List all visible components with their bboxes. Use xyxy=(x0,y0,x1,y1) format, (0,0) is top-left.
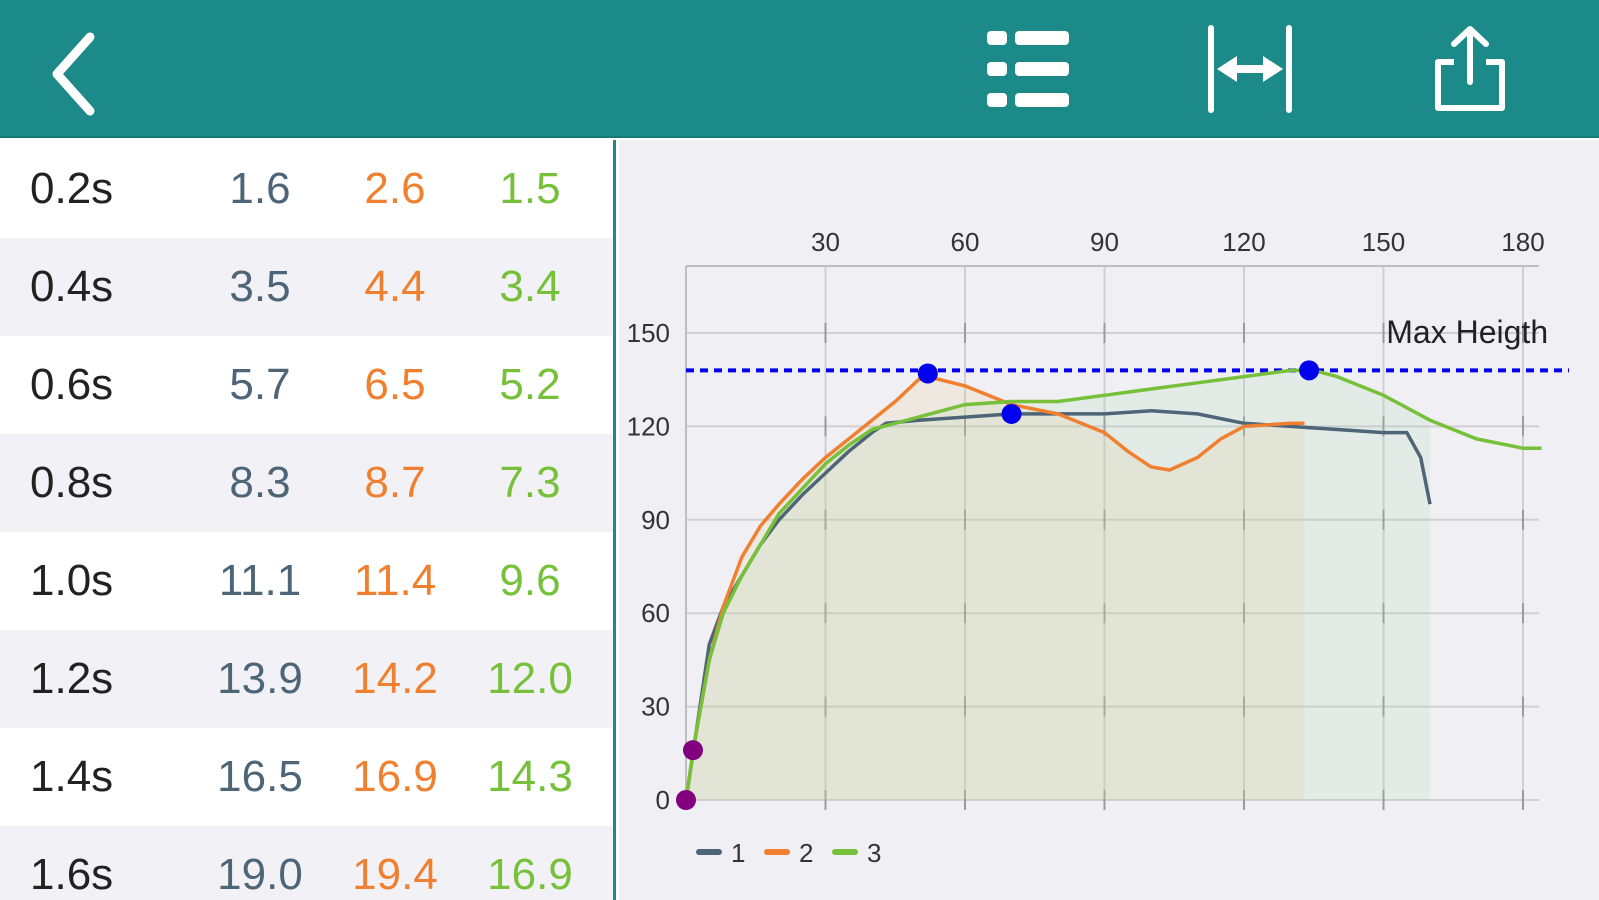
series-2-value: 6.5 xyxy=(364,360,426,409)
series-3-area xyxy=(686,370,1430,800)
x-tick-label: 180 xyxy=(1501,227,1544,257)
data-marker xyxy=(682,740,703,761)
y-tick-label: 90 xyxy=(641,505,670,535)
series-2-value: 2.6 xyxy=(364,164,426,213)
share-icon xyxy=(1435,26,1505,111)
series-2-value: 16.9 xyxy=(352,752,438,801)
series-3-value: 12.0 xyxy=(487,654,573,703)
series-2-value: 11.4 xyxy=(353,556,437,605)
time-cell: 0.8s xyxy=(30,458,114,507)
series-line-3 xyxy=(684,368,1542,801)
series-3-value: 9.6 xyxy=(499,556,561,605)
series-3-value: 16.9 xyxy=(487,850,573,899)
time-cell: 1.6s xyxy=(30,850,114,899)
table-row: 0.8s 8.3 8.7 7.3 xyxy=(0,434,613,532)
data-marker xyxy=(676,790,696,810)
legend-label: 3 xyxy=(867,838,881,868)
table-row: 0.2s 1.6 2.6 1.5 xyxy=(0,140,613,238)
x-tick-label: 60 xyxy=(951,227,980,257)
height-chart[interactable]: 30 60 90 120 150 180 0 30 60 90 120 150 Max Heigth 1 2… xyxy=(619,140,1599,900)
time-cell: 1.0s xyxy=(30,556,114,605)
series-1-value: 5.7 xyxy=(229,360,291,409)
series-1-value: 19.0 xyxy=(217,850,303,899)
fit-width-button[interactable] xyxy=(1200,0,1300,138)
series-3-value: 14.3 xyxy=(487,752,573,801)
series-2-value: 4.4 xyxy=(364,262,426,311)
data-marker xyxy=(1001,403,1022,424)
list-icon xyxy=(987,31,1069,107)
fit-width-icon xyxy=(1208,25,1292,113)
x-tick-label: 30 xyxy=(811,227,840,257)
y-tick-label: 150 xyxy=(627,318,670,348)
y-tick-label: 0 xyxy=(656,785,670,815)
chart-canvas: 30 60 90 120 150 180 0 30 60 90 120 150 Max Heigth 1 2… xyxy=(627,227,1569,868)
series-1-value: 13.9 xyxy=(217,654,303,703)
series-2-value: 19.4 xyxy=(352,850,438,899)
share-button[interactable] xyxy=(1420,0,1520,138)
table-row: 0.4s 3.5 4.4 3.4 xyxy=(0,238,613,336)
time-cell: 0.2s xyxy=(30,164,114,213)
time-cell: 0.6s xyxy=(30,360,114,409)
series-1-value: 8.3 xyxy=(229,458,291,507)
table-row: 1.0s 11.1 11.4 9.6 xyxy=(0,532,613,630)
series-3-value: 1.5 xyxy=(499,164,561,213)
series-2-value: 14.2 xyxy=(352,654,438,703)
top-toolbar xyxy=(0,0,1599,138)
table-row: 0.6s 5.7 6.5 5.2 xyxy=(0,336,613,434)
y-tick-label: 60 xyxy=(641,598,670,628)
chevron-left-icon xyxy=(52,32,95,116)
series-3-value: 3.4 xyxy=(499,262,561,311)
table-row: 1.6s 19.0 19.4 16.9 xyxy=(0,826,613,900)
legend-label: 2 xyxy=(799,838,813,868)
series-2-value: 8.7 xyxy=(364,458,426,507)
y-tick-label: 30 xyxy=(641,692,670,722)
time-cell: 1.4s xyxy=(30,752,114,801)
list-button[interactable] xyxy=(980,0,1080,138)
time-cell: 0.4s xyxy=(30,262,114,311)
series-3-value: 5.2 xyxy=(499,360,561,409)
back-button[interactable] xyxy=(20,0,130,138)
plot-area xyxy=(686,266,1539,800)
data-marker xyxy=(917,363,938,384)
x-tick-label: 150 xyxy=(1362,227,1405,257)
legend-label: 1 xyxy=(731,838,745,868)
time-cell: 1.2s xyxy=(30,654,114,703)
table-row: 1.4s 16.5 16.9 14.3 xyxy=(0,728,613,826)
data-table[interactable]: 0.2s 1.6 2.6 1.5 0.4s 3.5 4.4 3.4 0.6s 5… xyxy=(0,140,616,900)
series-1-value: 11.1 xyxy=(218,556,302,605)
table-row: 1.2s 13.9 14.2 12.0 xyxy=(0,630,613,728)
series-1-value: 3.5 xyxy=(229,262,291,311)
data-marker xyxy=(1299,360,1320,381)
y-tick-label: 120 xyxy=(627,411,670,441)
series-2-area xyxy=(686,376,1305,800)
x-tick-label: 120 xyxy=(1222,227,1265,257)
max-height-annotation: Max Heigth xyxy=(1386,314,1548,350)
series-3-value: 7.3 xyxy=(499,458,561,507)
x-tick-label: 90 xyxy=(1090,227,1119,257)
series-1-value: 1.6 xyxy=(229,164,291,213)
series-1-value: 16.5 xyxy=(217,752,303,801)
